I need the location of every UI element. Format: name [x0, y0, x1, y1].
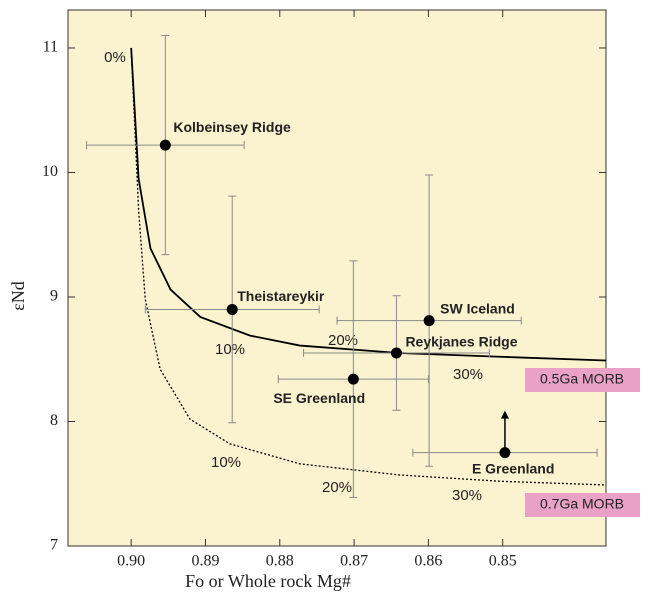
y-axis-label: εNd [8, 281, 28, 311]
point [390, 347, 402, 359]
point [226, 303, 238, 315]
point [347, 373, 359, 385]
point-label: Reykjanes Ridge [405, 334, 517, 350]
annotation: 30% [452, 487, 482, 504]
y-tick-label: 10 [42, 163, 58, 180]
y-tick-label: 7 [50, 537, 58, 554]
curve-label-box [525, 368, 640, 392]
limit-arrowhead [500, 410, 509, 419]
point [499, 447, 511, 459]
point-label: Theistareykir [237, 288, 325, 304]
x-tick-label: 0.85 [489, 553, 517, 570]
x-tick-label: 0.87 [340, 553, 368, 570]
x-tick-label: 0.86 [414, 553, 442, 570]
point-label: SW Iceland [440, 300, 515, 316]
curve-label: 0.5Ga MORB [540, 371, 624, 387]
y-tick-label: 9 [50, 288, 58, 305]
plot-area [67, 9, 607, 547]
x-tick-label: 0.89 [191, 553, 219, 570]
curve-label: 0.7Ga MORB [540, 496, 624, 512]
annotation: 0% [104, 49, 126, 66]
point-label: Kolbeinsey Ridge [173, 119, 291, 135]
annotation: 30% [453, 366, 483, 383]
curve-label-box [525, 493, 640, 517]
model-curve [130, 47, 606, 486]
annotation: 20% [322, 479, 352, 496]
x-tick-label: 0.88 [266, 553, 294, 570]
annotation: 10% [215, 341, 245, 358]
point-label: E Greenland [472, 460, 554, 476]
y-tick-label: 8 [50, 412, 58, 429]
annotation: 10% [211, 454, 241, 471]
x-axis-label: Fo or Whole rock Mg# [185, 571, 351, 591]
annotation: 20% [328, 332, 358, 349]
point-label: SE Greenland [273, 390, 365, 406]
point [159, 139, 171, 151]
point [423, 315, 435, 327]
model-curve [130, 47, 606, 362]
y-tick-label: 11 [43, 39, 58, 56]
x-tick-label: 0.90 [117, 553, 145, 570]
